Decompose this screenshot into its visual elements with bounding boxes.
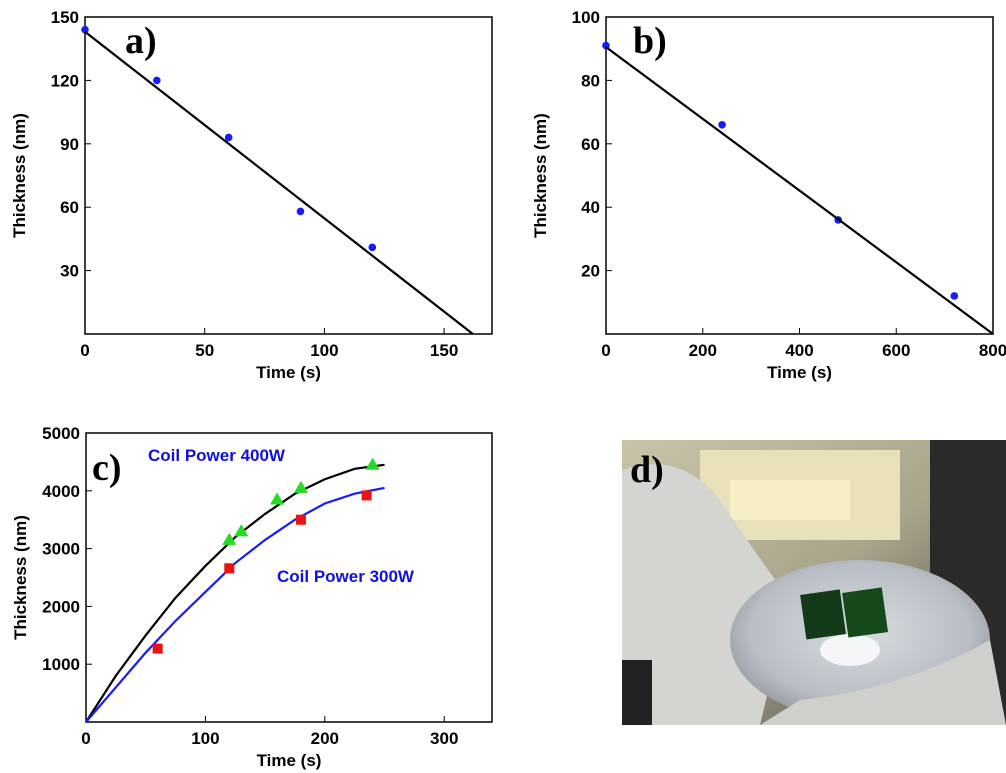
point: [368, 243, 377, 252]
x-tick-label: 200: [311, 729, 339, 748]
x-tick-label: 200: [689, 341, 717, 360]
y-tick-label: 5000: [42, 424, 80, 443]
point: [293, 480, 308, 493]
y-tick-label: 150: [51, 8, 79, 27]
x-tick-label: 600: [882, 341, 910, 360]
y-tick-label: 90: [60, 135, 79, 154]
y-tick-label: 3000: [42, 540, 80, 559]
point: [153, 76, 161, 85]
point: [224, 563, 235, 574]
fit-line: [84, 30, 474, 335]
y-tick-label: 30: [60, 262, 79, 281]
y-tick-label: 40: [581, 198, 600, 217]
x-tick-label: 400: [785, 341, 813, 360]
point: [270, 492, 285, 505]
x-tick-label: 0: [601, 341, 610, 360]
x-axis-label: Time (s): [767, 363, 832, 382]
fit-line: [85, 463, 385, 723]
annotation: Coil Power 300W: [277, 567, 415, 586]
x-tick-label: 100: [310, 341, 338, 360]
point: [152, 643, 163, 654]
x-tick-label: 0: [81, 729, 90, 748]
x-axis-label: Time (s): [256, 363, 321, 382]
x-tick-label: 300: [430, 729, 458, 748]
x-tick-label: 0: [80, 341, 89, 360]
y-axis-label: Thickness (nm): [531, 113, 550, 238]
annotation: Coil Power 400W: [148, 446, 286, 465]
y-tick-label: 60: [581, 135, 600, 154]
y-tick-label: 60: [60, 198, 79, 217]
plot-frame: [605, 16, 994, 335]
fit-line: [85, 486, 385, 723]
point: [295, 514, 306, 525]
y-axis-label: Thickness (nm): [10, 113, 29, 238]
point: [361, 490, 372, 501]
y-tick-label: 100: [572, 8, 600, 27]
chart: 0 200 400 600 800 20 40 60 80 100 Time (s) Thicknes…: [531, 8, 1006, 382]
panel-label: a): [125, 20, 157, 62]
x-tick-label: 800: [979, 341, 1006, 360]
panel-label: b): [633, 20, 667, 62]
x-tick-label: 50: [195, 341, 214, 360]
plot-frame: [85, 432, 493, 723]
point: [234, 524, 249, 537]
x-tick-label: 150: [430, 341, 458, 360]
y-tick-label: 1000: [42, 655, 80, 674]
y-tick-label: 120: [51, 71, 79, 90]
panel-label: c): [92, 447, 122, 489]
chart: 0 50 100 150 30 60 90 120 150 Time (s) Thickness (…: [10, 8, 493, 382]
x-tick-label: 100: [191, 729, 219, 748]
y-tick-label: 80: [581, 71, 600, 90]
chart: 0 100 200 300 1000 2000 3000 4000 5000 Time (s) Th…: [11, 424, 493, 770]
y-tick-label: 2000: [42, 597, 80, 616]
photo: d): [622, 440, 1006, 725]
panel-label: d): [630, 449, 664, 491]
y-tick-label: 20: [581, 262, 600, 281]
point: [718, 120, 726, 129]
point: [365, 457, 380, 470]
fit-line: [605, 46, 994, 335]
point: [950, 292, 959, 300]
point: [81, 25, 89, 34]
x-axis-label: Time (s): [257, 751, 322, 770]
y-axis-label: Thickness (nm): [11, 515, 30, 640]
point: [296, 207, 305, 216]
y-tick-label: 4000: [42, 482, 80, 501]
plot-frame: [84, 16, 493, 335]
point: [224, 133, 233, 142]
point: [222, 532, 237, 545]
